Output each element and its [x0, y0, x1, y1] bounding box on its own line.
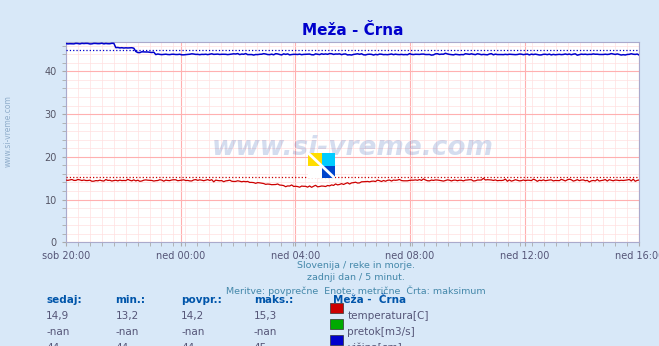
Text: pretok[m3/s]: pretok[m3/s] [347, 327, 415, 337]
Text: -nan: -nan [254, 327, 277, 337]
Text: 14,9: 14,9 [46, 311, 69, 321]
Bar [308, 153, 322, 166]
Text: Meritve: povprečne  Enote: metrične  Črta: maksimum: Meritve: povprečne Enote: metrične Črta:… [226, 285, 486, 296]
Text: višina[cm]: višina[cm] [347, 343, 402, 346]
Text: -nan: -nan [115, 327, 138, 337]
Bar [308, 166, 322, 178]
Bar [322, 166, 335, 178]
Text: temperatura[C]: temperatura[C] [347, 311, 429, 321]
Text: 15,3: 15,3 [254, 311, 277, 321]
Bar [322, 153, 335, 166]
Text: 44: 44 [115, 343, 129, 346]
Text: 45: 45 [254, 343, 267, 346]
Text: zadnji dan / 5 minut.: zadnji dan / 5 minut. [307, 273, 405, 282]
Text: Meža -  Črna: Meža - Črna [333, 295, 406, 305]
Text: povpr.:: povpr.: [181, 295, 222, 305]
Text: -nan: -nan [46, 327, 69, 337]
Text: www.si-vreme.com: www.si-vreme.com [4, 95, 13, 167]
Text: sedaj:: sedaj: [46, 295, 82, 305]
Text: maks.:: maks.: [254, 295, 293, 305]
Text: 44: 44 [181, 343, 194, 346]
Text: min.:: min.: [115, 295, 146, 305]
Title: Meža - Črna: Meža - Črna [302, 22, 403, 38]
Text: -nan: -nan [181, 327, 204, 337]
Text: 44: 44 [46, 343, 59, 346]
Text: Slovenija / reke in morje.: Slovenija / reke in morje. [297, 261, 415, 270]
Text: 14,2: 14,2 [181, 311, 204, 321]
Text: 13,2: 13,2 [115, 311, 138, 321]
Text: www.si-vreme.com: www.si-vreme.com [212, 135, 494, 161]
